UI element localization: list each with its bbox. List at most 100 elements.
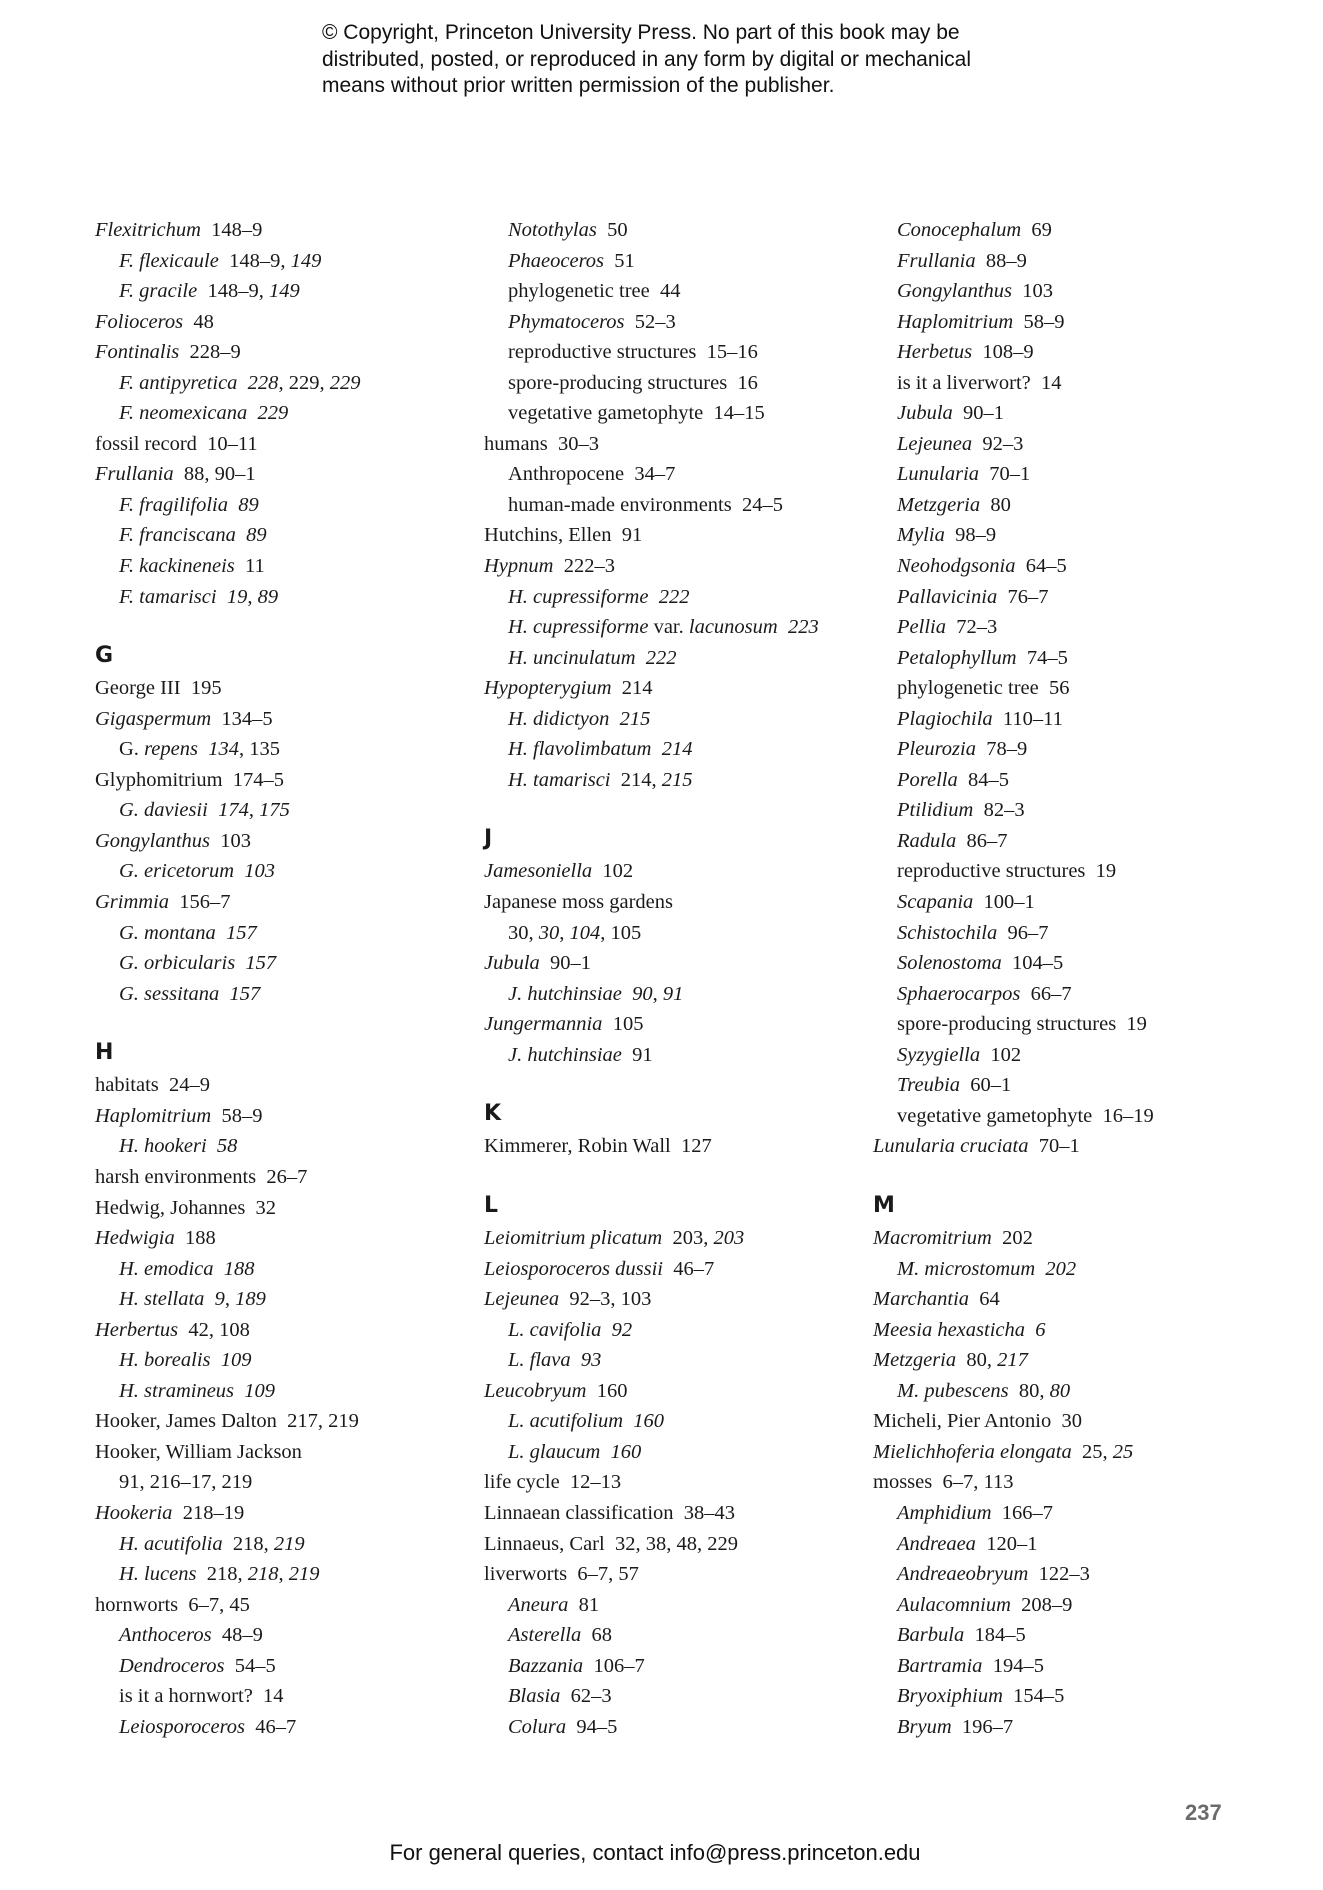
entry-text: 149 — [290, 249, 322, 272]
entry-text: Kimmerer, Robin Wall 127 — [484, 1135, 712, 1158]
entry-text: 52–3 — [624, 310, 676, 333]
entry-text: is it a hornwort? 14 — [119, 1685, 284, 1708]
section-heading: H — [95, 1009, 475, 1070]
entry-text: Jubula — [484, 952, 540, 975]
copyright-notice: © Copyright, Princeton University Press.… — [322, 20, 971, 100]
entry-text: 54–5 — [224, 1654, 276, 1677]
entry-text: H. didictyon 215 — [508, 707, 651, 730]
entry-text: 120–1 — [975, 1532, 1038, 1555]
index-subentry: Leiosporoceros 46–7 — [95, 1712, 475, 1743]
index-subentry: L. cavifolia 92 — [484, 1315, 864, 1346]
index-subentry: L. flava 93 — [484, 1345, 864, 1376]
entry-text: 175 — [259, 799, 290, 822]
index-subentry: spore-producing structures 16 — [484, 368, 864, 399]
index-subentry: Barbula 184–5 — [873, 1620, 1253, 1651]
entry-text: L. cavifolia 92 — [508, 1318, 633, 1341]
index-subentry: Haplomitrium 58–9 — [873, 307, 1253, 338]
index-subentry: Bryoxiphium 154–5 — [873, 1681, 1253, 1712]
section-heading: G — [95, 612, 475, 673]
index-entry: Meesia hexasticha 6 — [873, 1315, 1253, 1346]
entry-text: 104–5 — [1001, 952, 1064, 975]
index-subentry: F. gracile 148–9, 149 — [95, 276, 475, 307]
entry-text: 166–7 — [991, 1501, 1054, 1524]
index-entry: harsh environments 26–7 — [95, 1162, 475, 1193]
index-subentry: Aneura 81 — [484, 1590, 864, 1621]
entry-text: 208–9 — [1010, 1593, 1073, 1616]
entry-text: F. flexicaule — [119, 249, 219, 272]
entry-text: J. hutchinsiae — [508, 1043, 622, 1066]
entry-text: Lunularia — [897, 463, 980, 486]
entry-text: 80 — [1049, 1379, 1071, 1402]
entry-text: H. cupressiforme 222 — [508, 585, 690, 608]
index-column-2: Notothylas 50 Phaeoceros 51 phylogenetic t… — [484, 215, 864, 1742]
entry-text: Scapania — [897, 891, 974, 914]
index-entry: Kimmerer, Robin Wall 127 — [484, 1131, 864, 1162]
footer-contact: For general queries, contact info@press.… — [389, 1840, 921, 1865]
index-subentry: 91, 216–17, 219 — [95, 1467, 475, 1498]
entry-text: J. hutchinsiae 90 — [508, 982, 653, 1005]
entry-text: Bartramia — [897, 1654, 983, 1677]
entry-text: Notothylas — [508, 219, 597, 241]
index-subentry: G. orbicularis 157 — [95, 948, 475, 979]
entry-text: 203, — [662, 1227, 714, 1250]
entry-text: G. daviesii 174 — [119, 799, 249, 822]
index-subentry: H. borealis 109 — [95, 1345, 475, 1376]
entry-text: repens 134 — [144, 738, 239, 761]
entry-text: 149 — [268, 280, 300, 303]
index-subentry: Aulacomnium 208–9 — [873, 1590, 1253, 1621]
index-subentry: Lunularia 70–1 — [873, 459, 1253, 490]
entry-text: 92–3, 103 — [559, 1288, 652, 1311]
index-subentry: H. cupressiforme 222 — [484, 582, 864, 613]
index-subentry: Gongylanthus 103 — [873, 276, 1253, 307]
entry-text: 104 — [569, 921, 601, 944]
index-subentry: J. hutchinsiae 91 — [484, 1040, 864, 1071]
index-subentry: Pellia 72–3 — [873, 612, 1253, 643]
index-subentry: G. ericetorum 103 — [95, 856, 475, 887]
entry-text: 76–7 — [997, 585, 1049, 608]
index-subentry: Schistochila 96–7 — [873, 918, 1253, 949]
entry-text: 64–5 — [1015, 555, 1067, 578]
entry-text: 84–5 — [957, 768, 1009, 791]
entry-text: , — [224, 1288, 236, 1311]
entry-text: Leiomitrium plicatum — [484, 1227, 663, 1250]
index-column-3: Conocephalum 69 Frullania 88–9 Gongylanthu… — [873, 215, 1253, 1742]
index-entry: Jungermannia 105 — [484, 1009, 864, 1040]
entry-text: 48–9 — [211, 1624, 263, 1647]
entry-text: Aulacomnium — [897, 1593, 1011, 1616]
entry-text: Meesia hexasticha 6 — [873, 1318, 1046, 1341]
index-entry: Hedwig, Johannes 32 — [95, 1193, 475, 1224]
entry-text: Lejeunea — [897, 432, 973, 455]
entry-text: 148–9, — [197, 280, 269, 303]
entry-text: H. emodica 188 — [119, 1257, 255, 1280]
entry-text: Folioceros — [95, 310, 184, 333]
entry-text: Metzgeria — [897, 493, 981, 516]
entry-text: Bryoxiphium — [897, 1685, 1003, 1708]
entry-text: Jamesoniella — [484, 860, 593, 883]
entry-text: F. fragilifolia 89 — [119, 493, 259, 516]
index-subentry: J. hutchinsiae 90, 91 — [484, 979, 864, 1010]
entry-text: 51 — [604, 249, 635, 272]
entry-text: Schistochila — [897, 921, 998, 944]
entry-text: 148–9, — [218, 249, 291, 272]
entry-text: 156–7 — [169, 891, 231, 914]
index-subentry: Radula 86–7 — [873, 826, 1253, 857]
index-subentry: Lejeunea 92–3 — [873, 429, 1253, 460]
entry-text: Grimmia — [95, 891, 170, 914]
entry-text: 102 — [592, 860, 634, 883]
entry-text: Metzgeria — [873, 1349, 957, 1372]
entry-text: reproductive structures 19 — [897, 860, 1117, 883]
entry-text: 69 — [1021, 219, 1052, 241]
entry-text: 74–5 — [1016, 646, 1068, 669]
index-subentry: Andreaeobryum 122–3 — [873, 1559, 1253, 1590]
entry-text: Asterella — [508, 1624, 582, 1647]
entry-text: M. pubescens — [897, 1379, 1009, 1402]
index-entry: hornworts 6–7, 45 — [95, 1590, 475, 1621]
entry-text: Herbertus — [95, 1318, 179, 1341]
index-entry: Folioceros 48 — [95, 307, 475, 338]
index-entry: Hutchins, Ellen 91 — [484, 520, 864, 551]
index-entry: Micheli, Pier Antonio 30 — [873, 1406, 1253, 1437]
index-subentry: is it a hornwort? 14 — [95, 1681, 475, 1712]
entry-text: Neohodgsonia — [897, 555, 1016, 578]
entry-text: Hedwig, Johannes 32 — [95, 1196, 277, 1219]
entry-text: H. stramineus 109 — [119, 1379, 276, 1402]
